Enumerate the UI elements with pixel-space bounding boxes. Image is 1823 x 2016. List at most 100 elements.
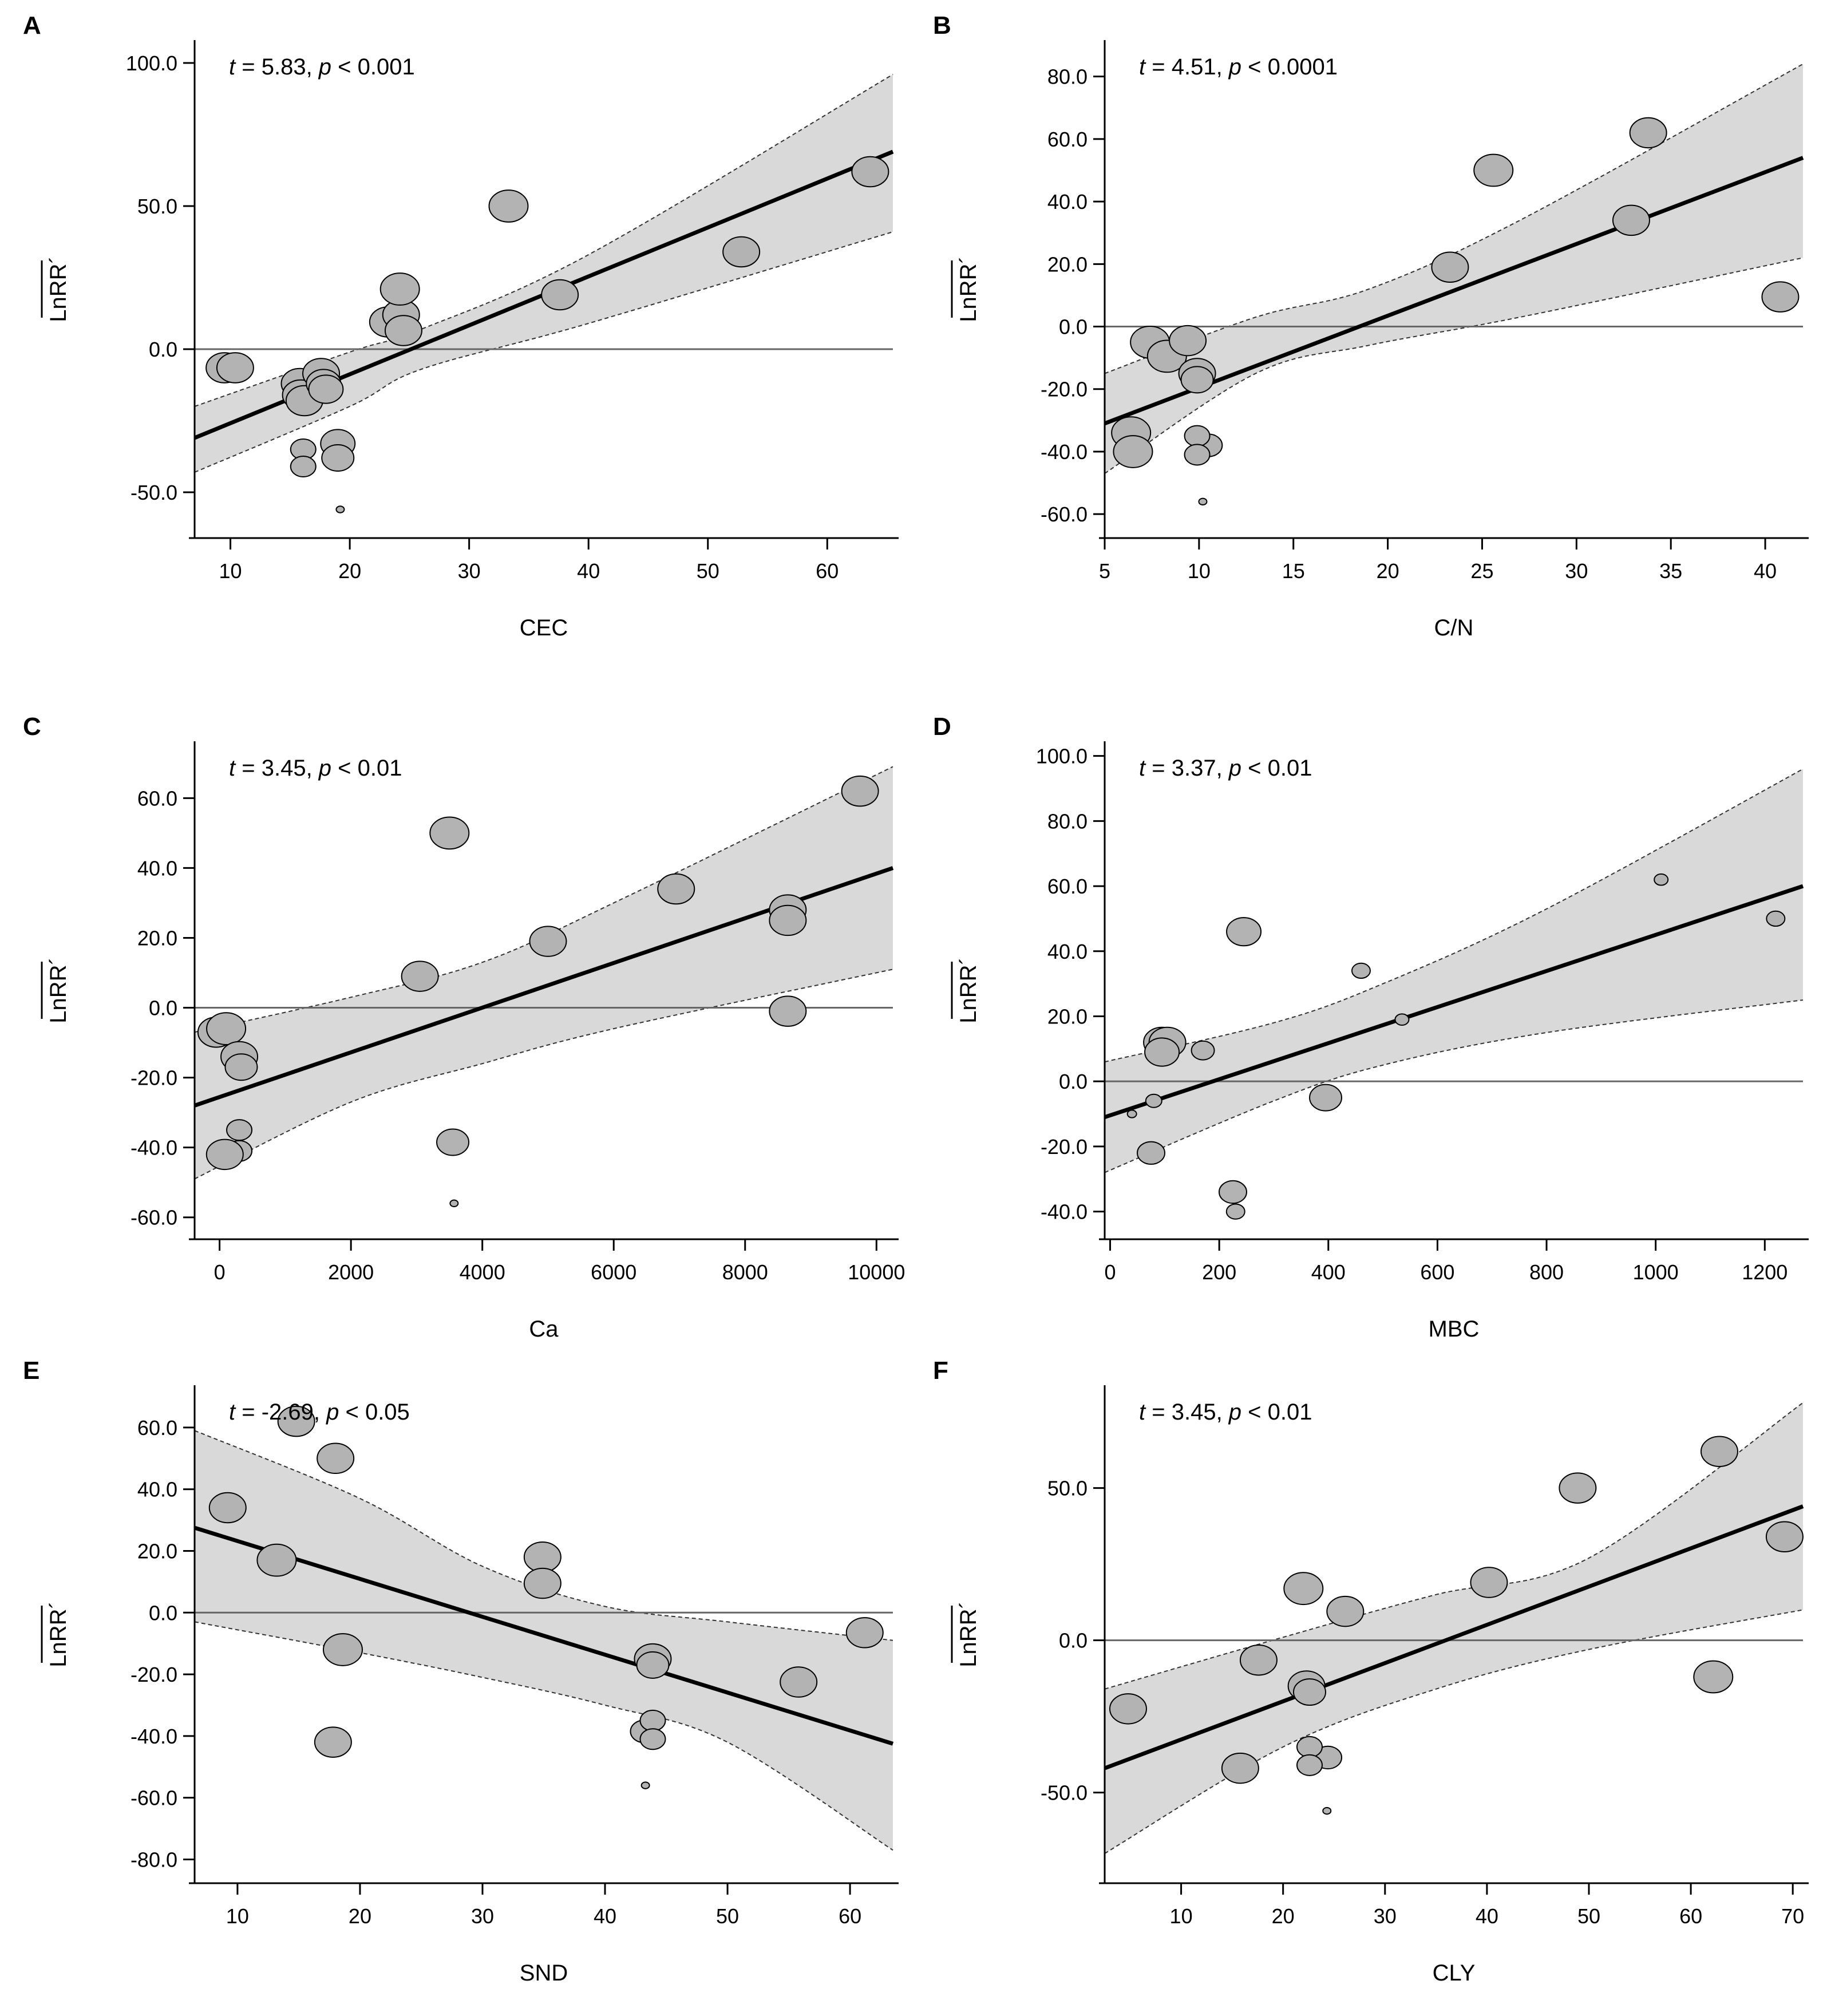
y-tick-label: -20.0 (1041, 378, 1088, 401)
y-tick-label: 80.0 (1047, 809, 1088, 833)
data-point (1700, 1436, 1738, 1468)
y-tick-label: 20.0 (1047, 1005, 1088, 1028)
y-tick-label: -20.0 (131, 1066, 177, 1090)
stat-value: < 0.001 (331, 54, 415, 80)
y-axis-title: LnRR´ (951, 957, 981, 1023)
stat-symbol: t (1139, 54, 1146, 80)
y-axis-label-text: LnRR´ (46, 1601, 71, 1667)
data-point (1654, 873, 1669, 886)
y-axis-label-text: LnRR´ (46, 957, 71, 1023)
x-tick-label: 8000 (722, 1260, 768, 1284)
x-tick-label: 25 (1470, 559, 1493, 583)
x-tick-label: 20 (349, 1904, 371, 1928)
x-tick-label: 50 (1577, 1904, 1600, 1928)
y-tick-label: -60.0 (1041, 503, 1088, 526)
y-axis-title: LnRR´ (41, 957, 71, 1023)
panel-b: B -60.0 -40.0 -20.0 0.0 20.0 40.0 60.0 80.0 5 10 1… (933, 11, 1823, 670)
y-axis-label-text: LnRR´ (956, 256, 981, 322)
panel-a: A -50.0 0.0 50.0 100.0 10 20 30 40 50 60 CEC LnRR´ t… (23, 11, 916, 670)
y-tick-label: 40.0 (137, 856, 177, 880)
data-point (845, 1617, 884, 1649)
y-tick-label: -20.0 (131, 1663, 177, 1686)
y-tick-label: 50.0 (1047, 1477, 1088, 1500)
confidence-band (195, 74, 893, 472)
x-tick-label: 30 (1565, 559, 1588, 583)
lower-ci-line (194, 969, 893, 1180)
x-tick-label: 10 (1188, 559, 1211, 583)
x-tick-label: 200 (1202, 1260, 1236, 1284)
y-tick-label: 60.0 (137, 1416, 177, 1440)
data-point (1473, 153, 1514, 187)
regression-line (1104, 1504, 1804, 1770)
data-point (429, 816, 470, 850)
y-tick-label: -80.0 (131, 1848, 177, 1871)
data-point (1292, 1678, 1326, 1706)
x-tick-label: 5 (1099, 559, 1110, 583)
data-point (529, 926, 567, 957)
lower-ci-line (1104, 257, 1804, 475)
regression-line (193, 1525, 894, 1746)
data-point (1629, 117, 1667, 149)
data-point (216, 352, 254, 384)
x-tick-label: 40 (1754, 559, 1777, 583)
x-tick-label: 60 (839, 1904, 861, 1928)
data-point (1184, 425, 1211, 447)
y-axis-label-text: LnRR´ (46, 256, 71, 322)
stat-symbol: t (1139, 1400, 1146, 1425)
x-tick-label: 35 (1659, 559, 1682, 583)
panel-label: B (933, 11, 951, 39)
data-point (1296, 1754, 1323, 1776)
x-tick-label: 20 (1377, 559, 1399, 583)
stat-value: = 4.51, (1145, 54, 1229, 80)
x-tick-label: 0 (214, 1260, 226, 1284)
y-axis-title: LnRR´ (41, 256, 71, 322)
y-tick-label: 20.0 (1047, 252, 1088, 276)
y-tick-label: -50.0 (1041, 1781, 1088, 1805)
y-tick-label: -20.0 (1041, 1135, 1088, 1159)
data-point (639, 1728, 666, 1750)
data-point (322, 1633, 363, 1666)
x-tick-label: 60 (1679, 1904, 1702, 1928)
y-tick-label: 20.0 (137, 1539, 177, 1563)
confidence-band (195, 766, 893, 1179)
x-tick-label: 60 (816, 559, 839, 583)
stat-value: < 0.05 (339, 1400, 409, 1425)
confidence-band (1105, 769, 1803, 1173)
stat-annotation: t = -2.69, p < 0.05 (229, 1400, 410, 1425)
y-tick-label: 0.0 (149, 1601, 177, 1624)
chart-a: -50.0 0.0 50.0 100.0 10 20 30 40 50 60 CEC LnRR´ t =… (41, 40, 899, 641)
data-point (1326, 1595, 1365, 1627)
data-point (1431, 251, 1469, 283)
confidence-band (195, 1430, 893, 1851)
data-point (379, 272, 420, 306)
y-tick-label: -60.0 (131, 1206, 177, 1230)
y-tick-label: 0.0 (1059, 315, 1088, 339)
y-tick-label: 40.0 (137, 1478, 177, 1501)
regression-line (1104, 884, 1804, 1120)
data-point (1766, 910, 1786, 927)
x-tick-label: 30 (1374, 1904, 1397, 1928)
stat-value: = 3.37, (1145, 756, 1229, 781)
data-point (208, 1492, 247, 1524)
y-tick-label: -40.0 (131, 1136, 177, 1160)
data-point (321, 444, 355, 472)
stat-symbol: p (318, 756, 331, 781)
data-point (636, 1651, 670, 1679)
y-axis-title: LnRR´ (41, 1601, 71, 1667)
data-point (1351, 962, 1371, 979)
lower-ci-line (194, 231, 893, 473)
y-axis-label-text: LnRR´ (956, 1601, 981, 1667)
chart-d: -40.0 -20.0 0.0 20.0 40.0 60.0 80.0 100.0 0 200 40… (951, 741, 1809, 1342)
upper-ci-line (1104, 768, 1804, 1063)
x-tick-label: 50 (697, 559, 719, 583)
y-tick-label: 0.0 (1059, 1629, 1088, 1653)
data-point (449, 1199, 459, 1208)
x-tick-label: 50 (716, 1904, 739, 1928)
data-point (1218, 1180, 1247, 1204)
stat-symbol: t (229, 756, 236, 781)
y-tick-label: -60.0 (131, 1786, 177, 1810)
data-point (1761, 281, 1800, 313)
data-point (401, 960, 439, 992)
panel-c: C -60.0 -40.0 -20.0 0.0 20.0 40.0 60.0 0 2000 400… (23, 713, 916, 1371)
panel-e: E -80.0 -60.0 -40.0 -20.0 0.0 20.0 40.0 60.0 10 2… (23, 1357, 916, 2015)
